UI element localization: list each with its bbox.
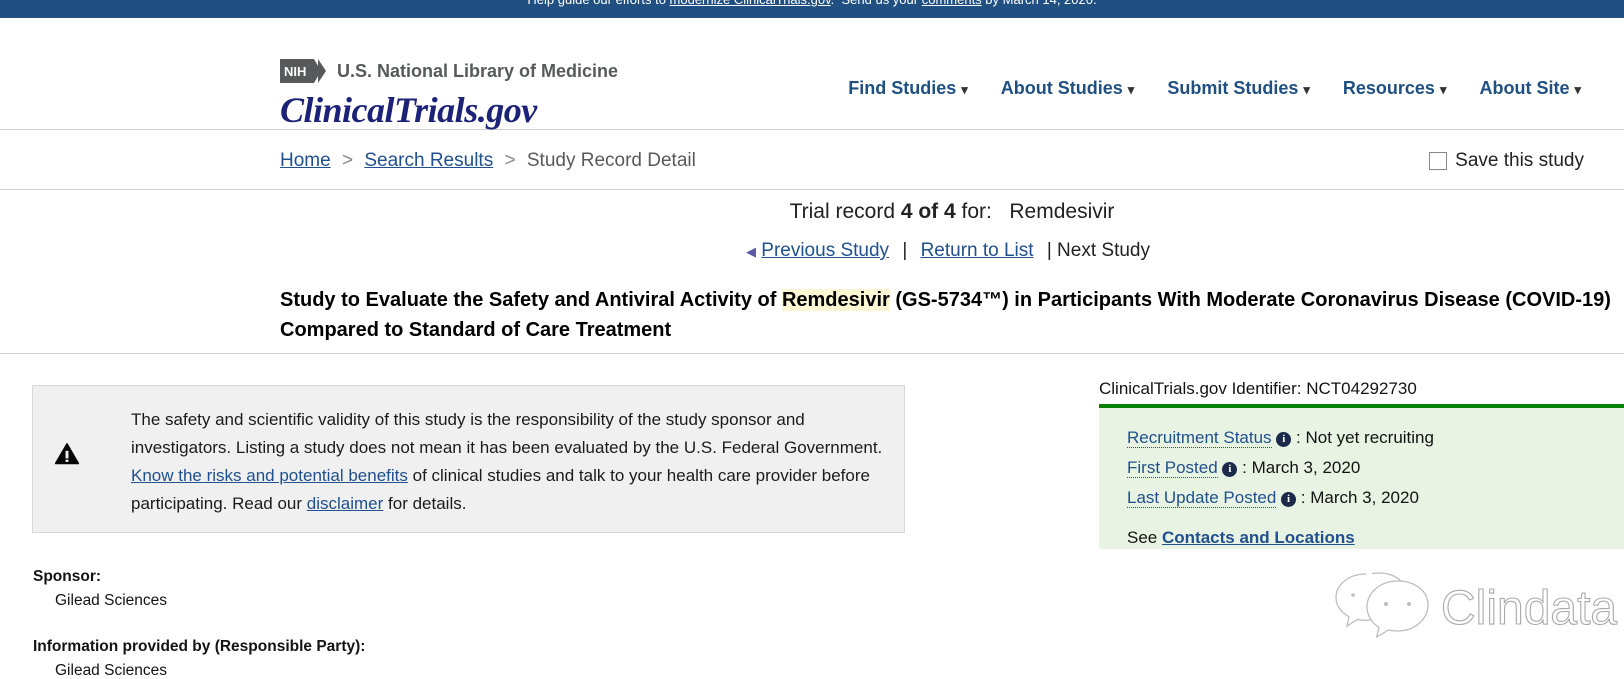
svg-text:Clindata: Clindata: [1441, 582, 1617, 635]
svg-text:NIH: NIH: [284, 64, 306, 79]
